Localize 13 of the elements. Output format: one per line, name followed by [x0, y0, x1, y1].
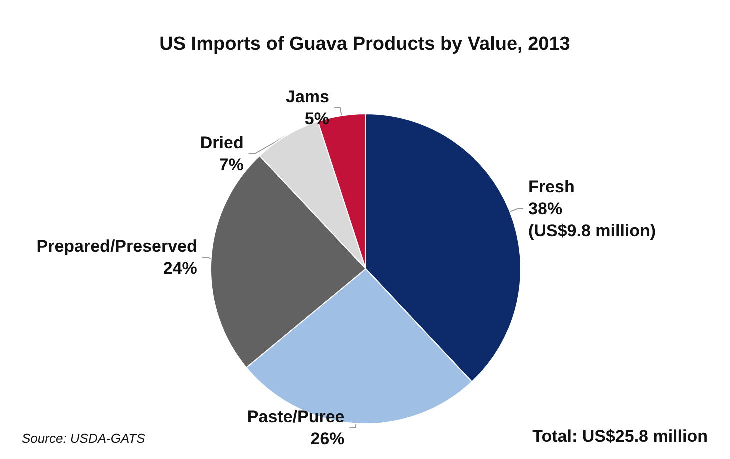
data-label: 24% — [163, 259, 198, 278]
slice-label: Fresh — [528, 177, 575, 196]
source-note: Source: USDA-GATS — [22, 431, 146, 446]
data-label: 26% — [310, 430, 345, 448]
slice-label: Paste/Puree — [247, 408, 345, 426]
slice-label: Prepared/Preserved — [36, 237, 198, 256]
data-label: 38% (US$9.8 million) — [528, 199, 656, 240]
slice-label: Jams — [286, 88, 330, 107]
data-label: 5% — [304, 110, 330, 129]
slice-label: Dried — [200, 134, 244, 153]
text: Total: US$25.8 million — [532, 427, 708, 446]
chart-title: US Imports of Guava Products by Value, 2013 — [160, 34, 570, 55]
data-label: 7% — [219, 156, 244, 175]
